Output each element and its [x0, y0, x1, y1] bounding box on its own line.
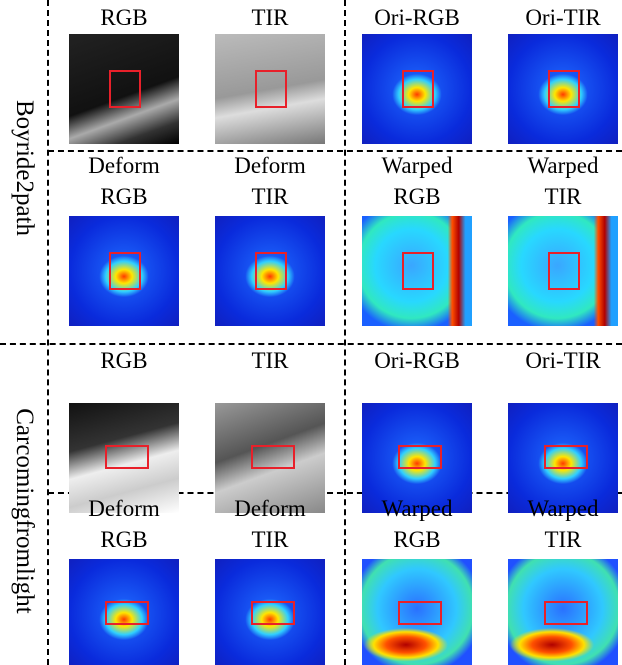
- panel-label: Deform RGB: [54, 150, 194, 212]
- panel-label: Warped TIR: [493, 150, 622, 212]
- image-panel: [215, 34, 325, 144]
- bounding-box: [398, 601, 442, 625]
- row-label: Boyride2path: [10, 18, 38, 318]
- bounding-box: [105, 601, 149, 625]
- bounding-box: [109, 70, 141, 108]
- divider: [47, 0, 49, 665]
- panel-label: Deform TIR: [200, 150, 340, 212]
- panel-label: TIR: [200, 345, 340, 376]
- panel-label: Warped RGB: [347, 493, 487, 555]
- image-panel: [508, 559, 618, 665]
- row-label: Carcomingfromlight: [10, 361, 38, 661]
- panel-label: Warped TIR: [493, 493, 622, 555]
- figure: Boyride2pathRGBTIROri-RGBOri-TIRDeform R…: [0, 0, 622, 665]
- image-panel: [508, 34, 618, 144]
- bounding-box: [398, 445, 442, 469]
- bounding-box: [251, 601, 295, 625]
- bounding-box: [255, 252, 287, 290]
- bounding-box: [105, 445, 149, 469]
- bounding-box: [548, 252, 580, 290]
- panel-label: Deform RGB: [54, 493, 194, 555]
- bounding-box: [251, 445, 295, 469]
- bounding-box: [109, 252, 141, 290]
- bounding-box: [255, 70, 287, 108]
- panel-label: TIR: [200, 2, 340, 33]
- panel-label: Warped RGB: [347, 150, 487, 212]
- bounding-box: [548, 70, 580, 108]
- image-panel: [69, 216, 179, 326]
- panel-label: Ori-TIR: [493, 345, 622, 376]
- image-panel: [362, 559, 472, 665]
- image-panel: [508, 216, 618, 326]
- bounding-box: [402, 70, 434, 108]
- panel-label: Deform TIR: [200, 493, 340, 555]
- image-panel: [362, 34, 472, 144]
- image-panel: [69, 34, 179, 144]
- panel-label: RGB: [54, 345, 194, 376]
- panel-label: RGB: [54, 2, 194, 33]
- image-panel: [69, 559, 179, 665]
- image-panel: [215, 559, 325, 665]
- image-panel: [215, 216, 325, 326]
- bounding-box: [544, 445, 588, 469]
- bounding-box: [544, 601, 588, 625]
- divider: [344, 0, 346, 665]
- panel-label: Ori-TIR: [493, 2, 622, 33]
- bounding-box: [402, 252, 434, 290]
- image-panel: [362, 216, 472, 326]
- panel-label: Ori-RGB: [347, 345, 487, 376]
- panel-label: Ori-RGB: [347, 2, 487, 33]
